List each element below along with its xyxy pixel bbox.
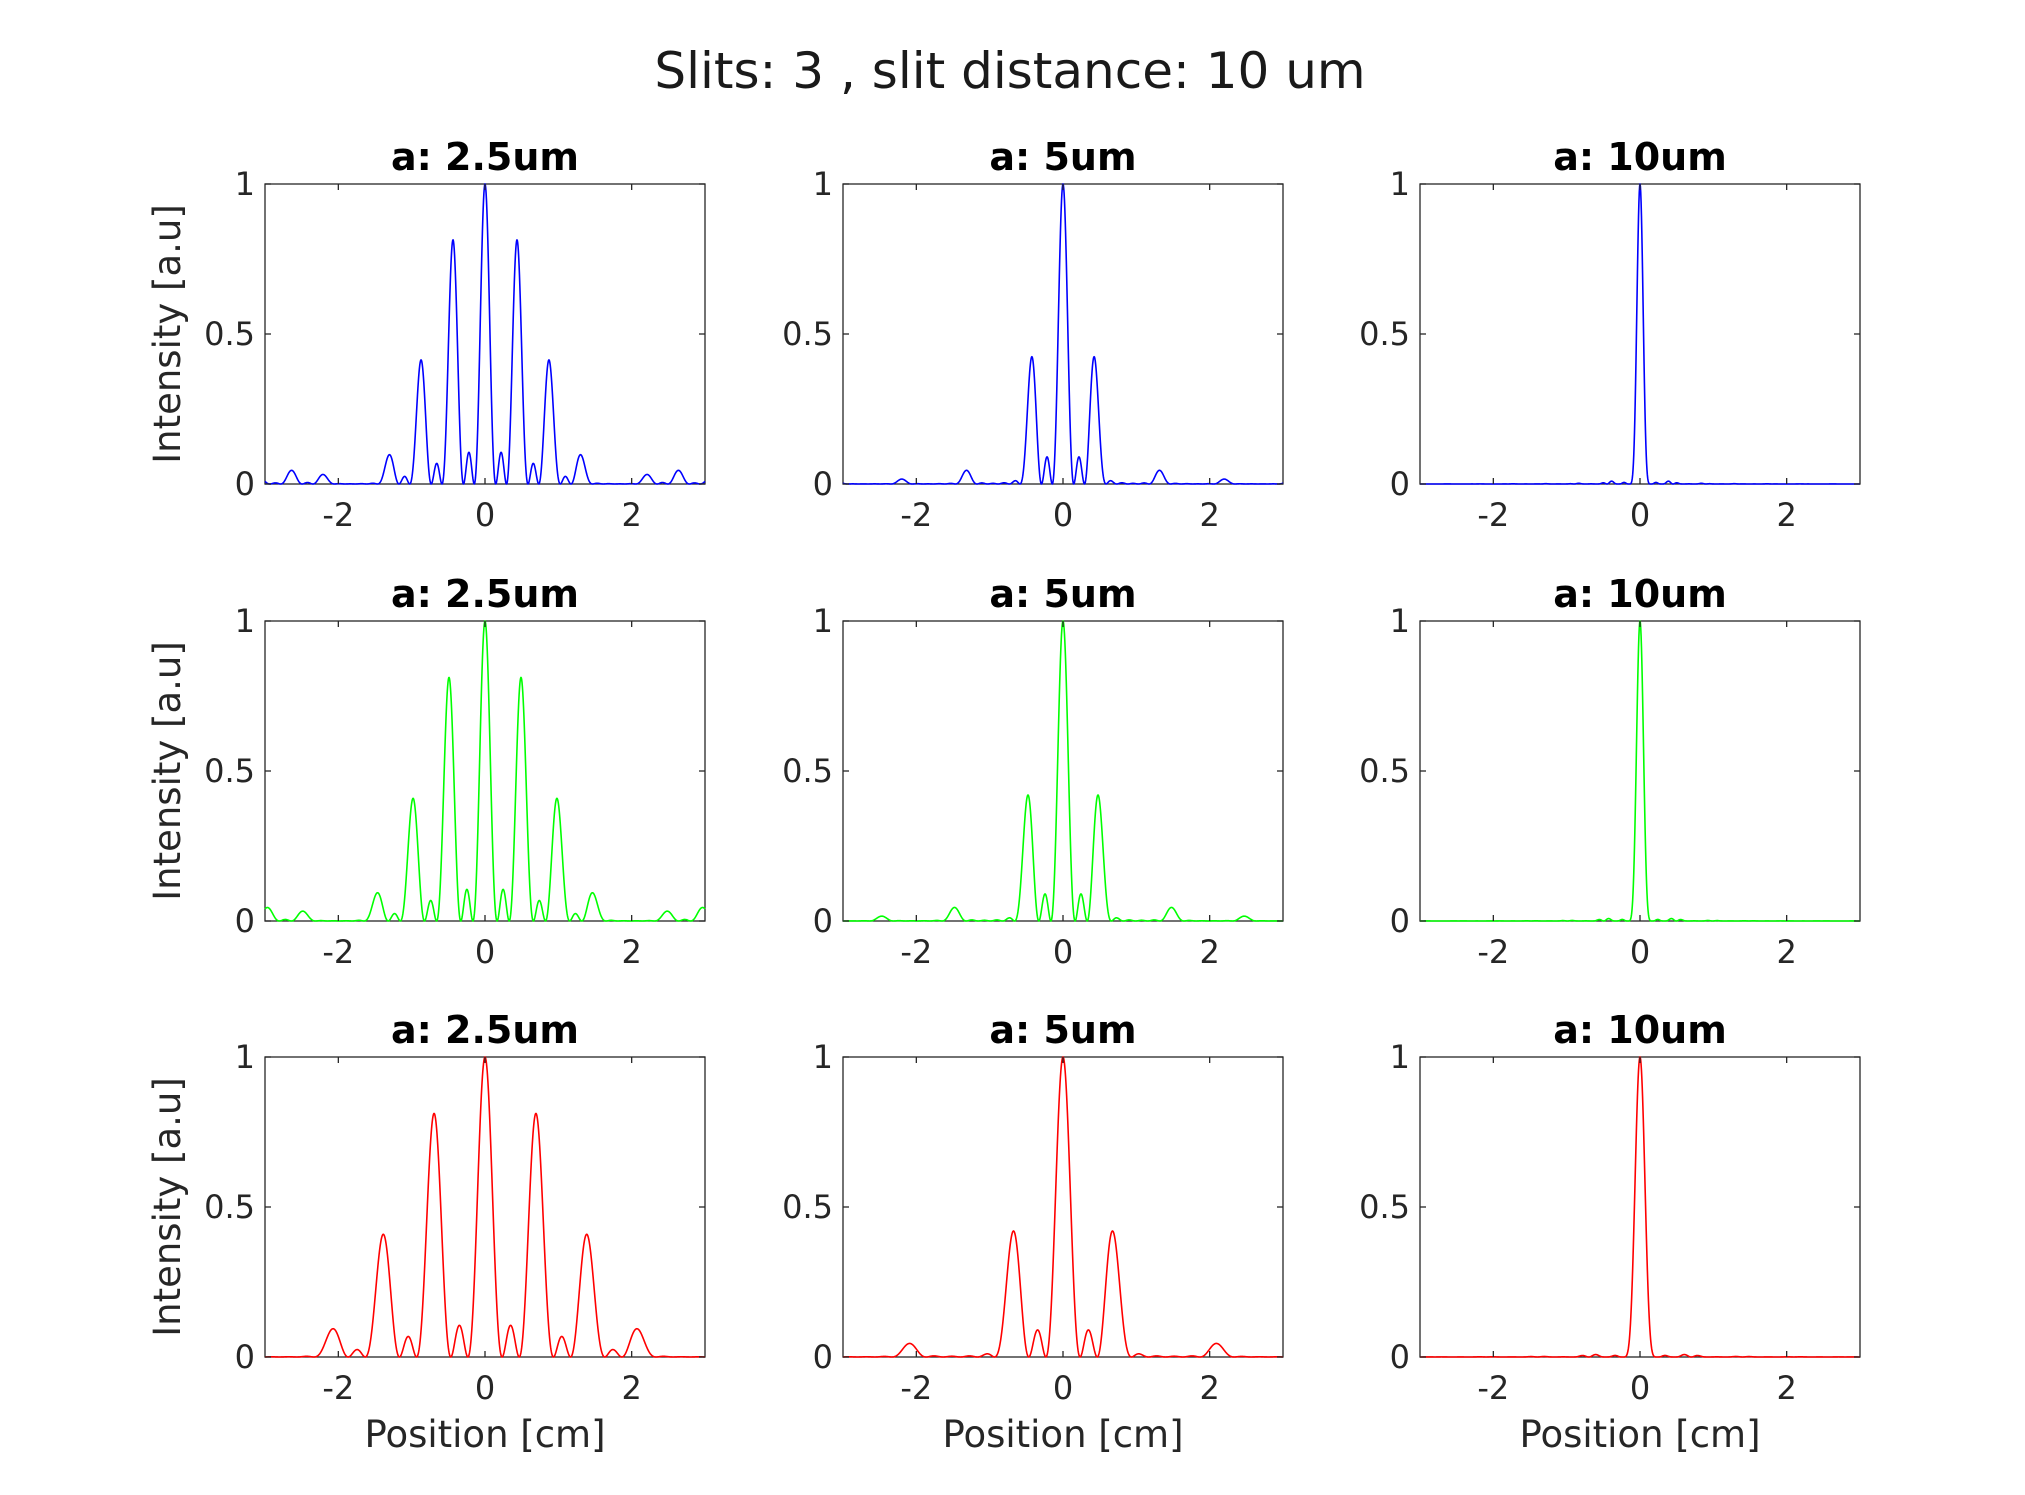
x-tick-label: 2 xyxy=(1199,496,1219,534)
x-axis-label: Position [cm] xyxy=(364,1413,605,1456)
y-tick-label: 0 xyxy=(235,902,255,940)
axes-frame xyxy=(842,620,1284,922)
y-tick-label: 1 xyxy=(235,1038,255,1076)
y-tick-label: 0.5 xyxy=(204,315,255,353)
y-tick-label: 0.5 xyxy=(1359,315,1410,353)
x-tick-label: 0 xyxy=(475,1369,495,1407)
y-tick-label: 0.5 xyxy=(204,752,255,790)
y-tick-label: 1 xyxy=(1390,602,1410,640)
y-tick-label: 0.5 xyxy=(782,752,833,790)
x-tick-label: -2 xyxy=(322,1369,354,1407)
x-tick-label: -2 xyxy=(322,933,354,971)
x-tick-label: 0 xyxy=(1630,496,1650,534)
subplot-title: a: 2.5um xyxy=(391,135,579,179)
subplot-title: a: 10um xyxy=(1553,572,1727,616)
axes-frame xyxy=(1419,1056,1861,1358)
subplot-grid: -2 0 2 0 0.5 1 a: 2.5um Intensity [a.u] -2 0 2 0 0.5… xyxy=(146,135,1861,1456)
x-tick-label: -2 xyxy=(322,496,354,534)
axes-frame xyxy=(842,183,1284,485)
y-tick-label: 1 xyxy=(813,602,833,640)
y-tick-label: 0 xyxy=(235,1338,255,1376)
subplot-title: a: 5um xyxy=(989,135,1136,179)
y-tick-label: 0.5 xyxy=(782,1188,833,1226)
subplot-title: a: 2.5um xyxy=(391,572,579,616)
y-tick-label: 0.5 xyxy=(204,1188,255,1226)
axes-frame xyxy=(264,620,706,922)
x-tick-label: 2 xyxy=(1199,1369,1219,1407)
subplot-3-2: -2 0 2 0 0.5 1 a: 5um Position [cm] xyxy=(782,1008,1284,1456)
y-tick-label: 0 xyxy=(1390,1338,1410,1376)
y-axis-label: Intensity [a.u] xyxy=(146,1077,189,1337)
x-tick-label: -2 xyxy=(900,933,932,971)
x-axis-label: Position [cm] xyxy=(1519,1413,1760,1456)
y-tick-label: 0 xyxy=(1390,902,1410,940)
subplot-title: a: 2.5um xyxy=(391,1008,579,1052)
x-tick-label: -2 xyxy=(900,496,932,534)
subplot-1-1: -2 0 2 0 0.5 1 a: 2.5um Intensity [a.u] xyxy=(146,135,706,534)
y-tick-label: 0 xyxy=(813,1338,833,1376)
x-tick-label: 2 xyxy=(1776,1369,1796,1407)
y-tick-label: 1 xyxy=(1390,1038,1410,1076)
subplot-title: a: 5um xyxy=(989,1008,1136,1052)
x-tick-label: -2 xyxy=(1477,933,1509,971)
y-tick-label: 0 xyxy=(235,465,255,503)
y-axis-label: Intensity [a.u] xyxy=(146,204,189,464)
y-axis-label: Intensity [a.u] xyxy=(146,641,189,901)
y-tick-label: 0.5 xyxy=(1359,752,1410,790)
figure-title: Slits: 3 , slit distance: 10 um xyxy=(654,42,1365,100)
x-tick-label: -2 xyxy=(900,1369,932,1407)
y-tick-label: 1 xyxy=(813,1038,833,1076)
x-tick-label: 0 xyxy=(1630,933,1650,971)
x-tick-label: 2 xyxy=(1776,496,1796,534)
y-tick-label: 0 xyxy=(1390,465,1410,503)
axes-frame xyxy=(1419,620,1861,922)
subplot-title: a: 5um xyxy=(989,572,1136,616)
x-tick-label: 0 xyxy=(1053,933,1073,971)
subplot-title: a: 10um xyxy=(1553,1008,1727,1052)
subplot-title: a: 10um xyxy=(1553,135,1727,179)
x-tick-label: 0 xyxy=(475,496,495,534)
axes-frame xyxy=(842,1056,1284,1358)
y-tick-label: 1 xyxy=(235,602,255,640)
subplot-3-1: -2 0 2 0 0.5 1 a: 2.5um Intensity [a.u] Position… xyxy=(146,1008,706,1456)
x-tick-label: 0 xyxy=(1630,1369,1650,1407)
axes-frame xyxy=(264,1056,706,1358)
x-tick-label: 0 xyxy=(1053,496,1073,534)
x-tick-label: 2 xyxy=(1776,933,1796,971)
subplot-2-2: -2 0 2 0 0.5 1 a: 5um xyxy=(782,572,1284,971)
x-tick-label: 2 xyxy=(621,933,641,971)
y-tick-label: 0 xyxy=(813,902,833,940)
y-tick-label: 1 xyxy=(813,165,833,203)
y-tick-label: 0.5 xyxy=(782,315,833,353)
y-tick-label: 1 xyxy=(235,165,255,203)
y-tick-label: 0 xyxy=(813,465,833,503)
x-tick-label: 0 xyxy=(1053,1369,1073,1407)
x-tick-label: 2 xyxy=(621,496,641,534)
x-tick-label: 0 xyxy=(475,933,495,971)
subplot-1-3: -2 0 2 0 0.5 1 a: 10um xyxy=(1359,135,1861,534)
x-tick-label: -2 xyxy=(1477,496,1509,534)
x-tick-label: -2 xyxy=(1477,1369,1509,1407)
subplot-2-3: -2 0 2 0 0.5 1 a: 10um xyxy=(1359,572,1861,971)
y-tick-label: 1 xyxy=(1390,165,1410,203)
axes-frame xyxy=(1419,183,1861,485)
subplot-3-3: -2 0 2 0 0.5 1 a: 10um Position [cm] xyxy=(1359,1008,1861,1456)
x-tick-label: 2 xyxy=(1199,933,1219,971)
subplot-2-1: -2 0 2 0 0.5 1 a: 2.5um Intensity [a.u] xyxy=(146,572,706,971)
x-tick-label: 2 xyxy=(621,1369,641,1407)
subplot-1-2: -2 0 2 0 0.5 1 a: 5um xyxy=(782,135,1284,534)
x-axis-label: Position [cm] xyxy=(942,1413,1183,1456)
axes-frame xyxy=(264,183,706,485)
y-tick-label: 0.5 xyxy=(1359,1188,1410,1226)
